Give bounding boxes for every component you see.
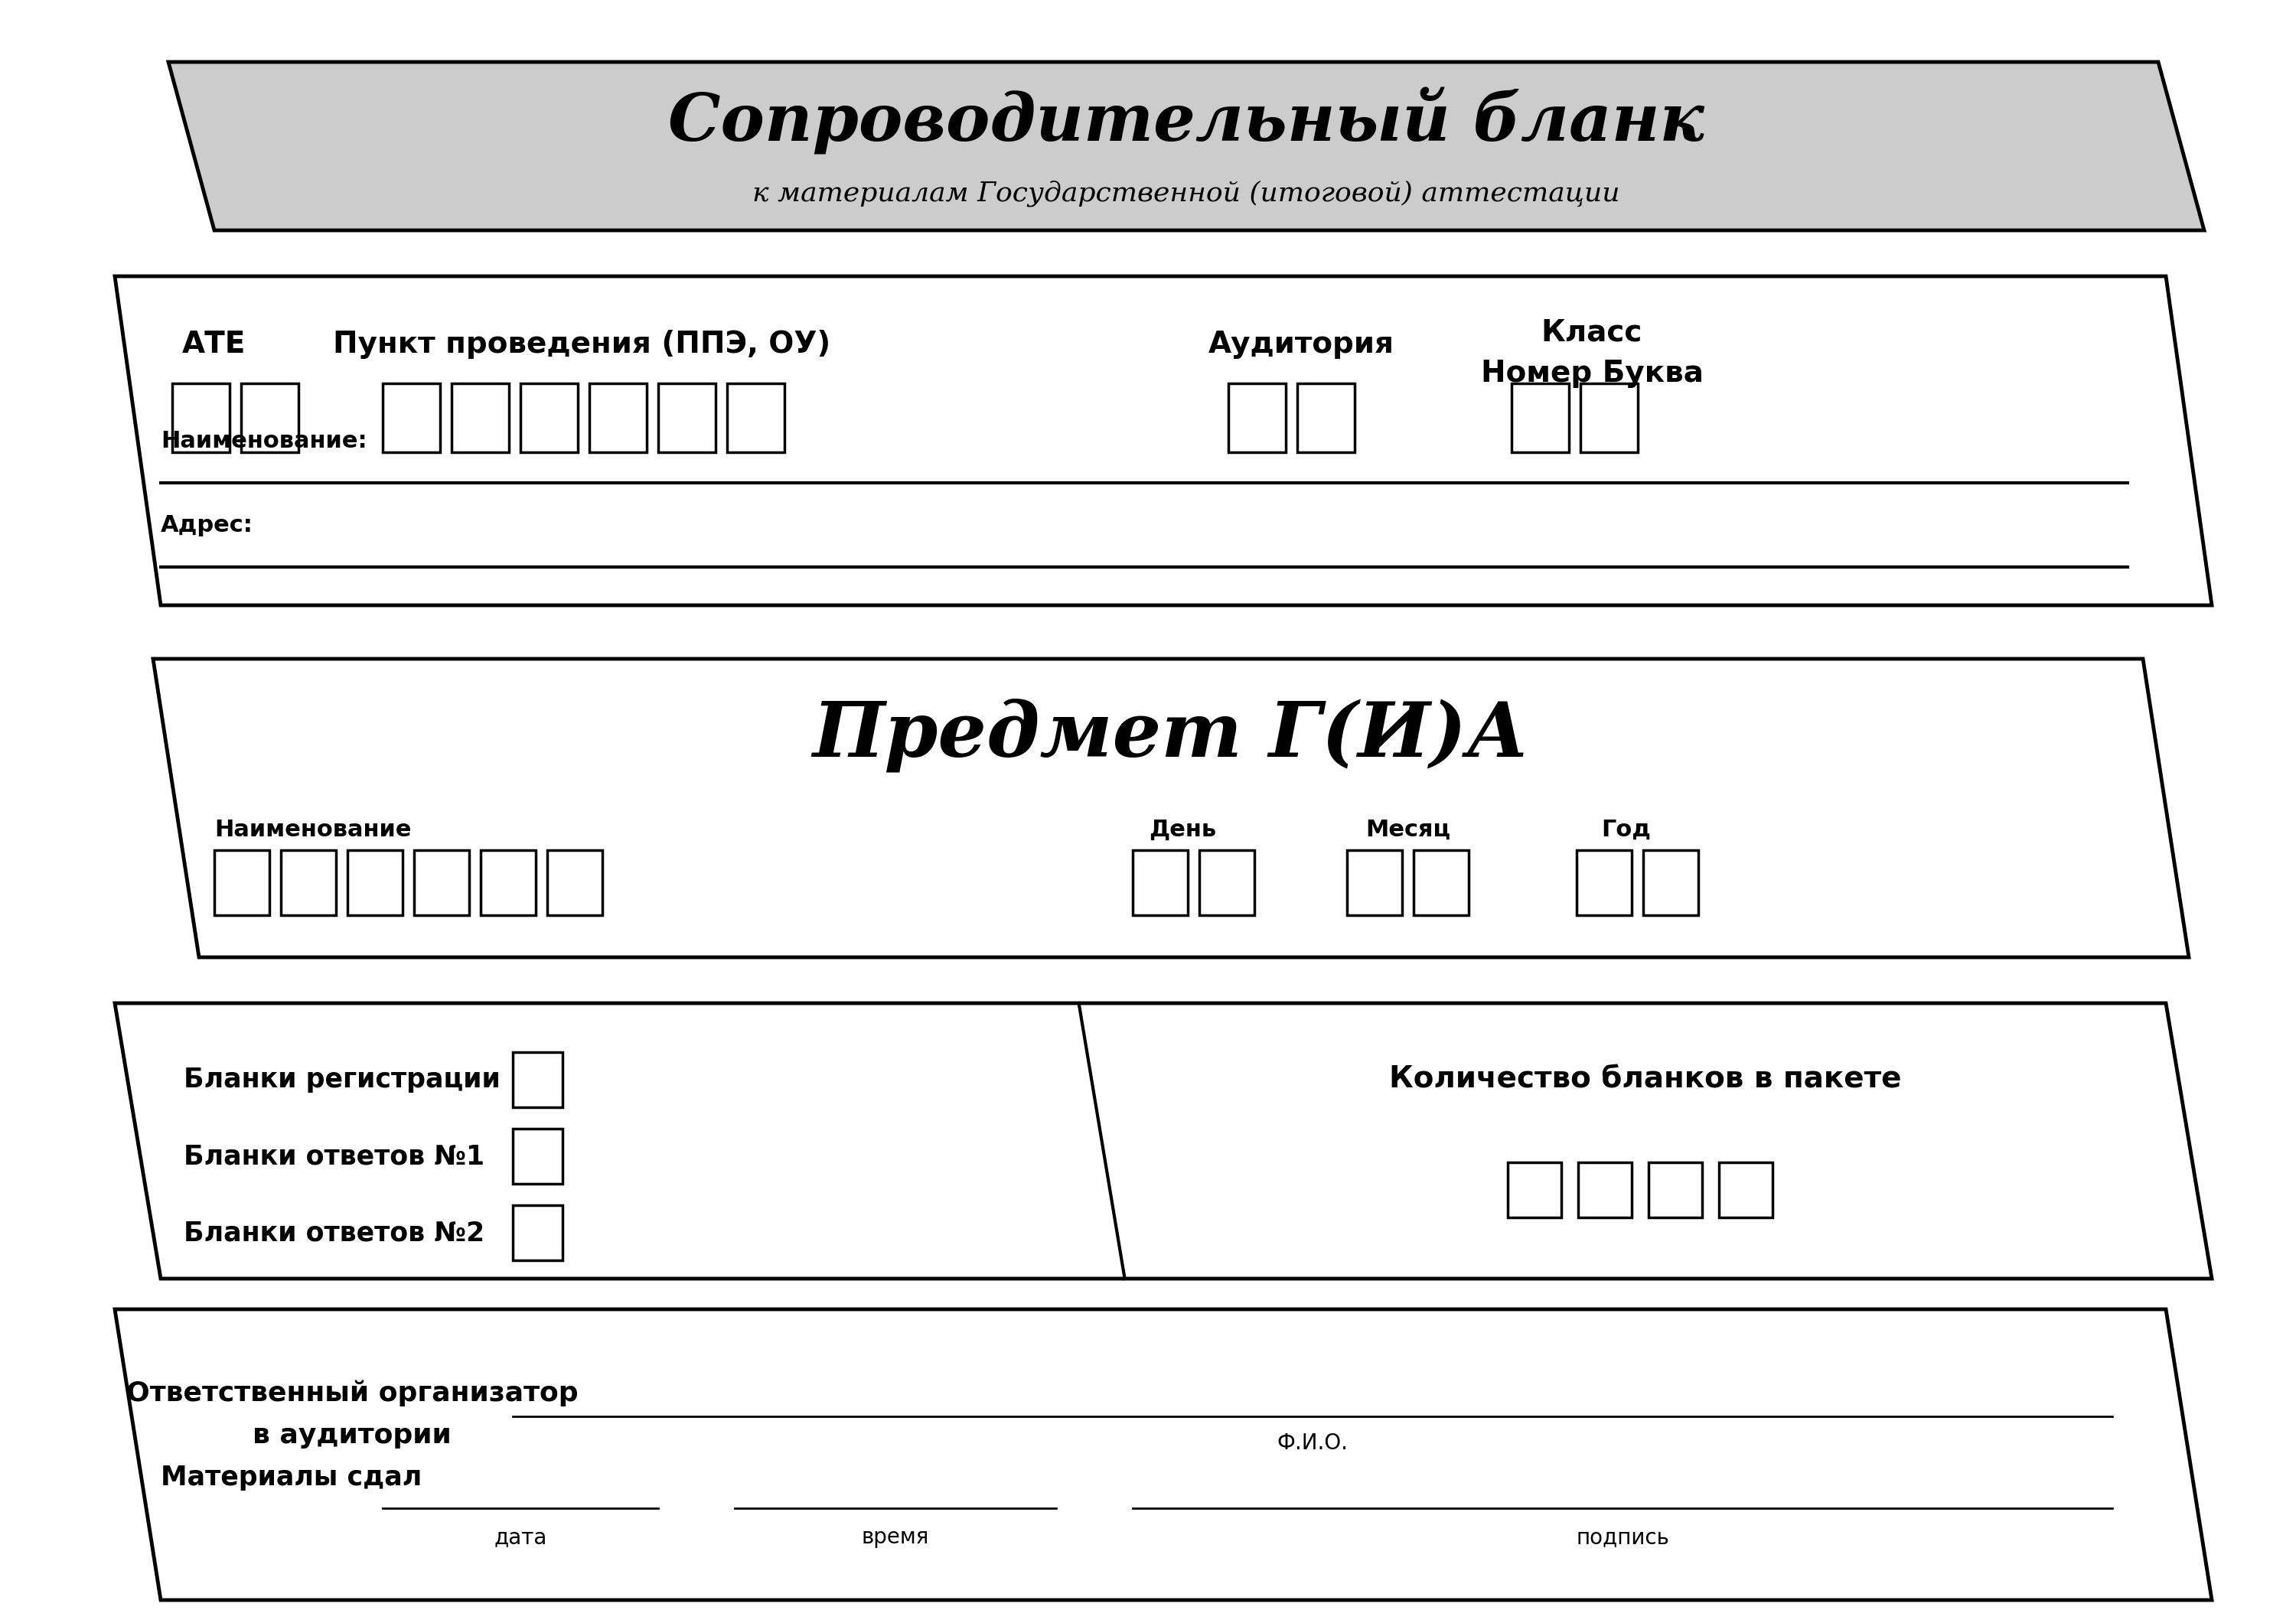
Bar [1649,1162,1701,1217]
Bar [1511,383,1568,453]
Bar [1580,383,1637,453]
Text: АТЕ: АТЕ [181,329,246,359]
Text: Предмет Г(И)А: Предмет Г(И)А [813,698,1529,773]
Text: День: День [1148,818,1217,841]
Bar [1199,850,1254,915]
Bar [452,383,510,453]
Bar [1644,850,1699,915]
Polygon shape [115,276,2211,605]
Bar [280,850,335,915]
Bar [1297,383,1355,453]
Bar [1414,850,1469,915]
Text: время: время [861,1527,930,1548]
Text: к материалам Государственной (итоговой) аттестации: к материалам Государственной (итоговой) … [753,180,1621,206]
Bar [1577,850,1632,915]
Text: Наименование: Наименование [214,818,411,841]
Text: в аудитории: в аудитории [253,1422,452,1449]
Bar [512,1052,563,1107]
Bar [214,850,269,915]
Text: Пункт проведения (ППЭ, ОУ): Пункт проведения (ППЭ, ОУ) [333,329,831,359]
Polygon shape [115,1003,2211,1279]
Bar [728,383,785,453]
Bar [512,1128,563,1183]
Text: Наименование:: Наименование: [161,430,367,453]
Text: Месяц: Месяц [1366,818,1451,841]
Bar [1720,1162,1773,1217]
Text: подпись: подпись [1575,1527,1669,1548]
Text: Год: Год [1603,818,1651,841]
Text: Количество бланков в пакете: Количество бланков в пакете [1389,1065,1901,1094]
Bar [1228,383,1286,453]
Bar [1508,1162,1561,1217]
Bar [413,850,468,915]
Text: Бланки ответов №1: Бланки ответов №1 [184,1143,484,1169]
Bar [383,383,441,453]
Text: дата: дата [494,1527,546,1548]
Text: Ф.И.О.: Ф.И.О. [1277,1433,1348,1454]
Polygon shape [168,62,2204,230]
Text: Номер Буква: Номер Буква [1481,359,1704,388]
Bar [546,850,602,915]
Bar [1348,850,1403,915]
Bar [590,383,647,453]
Bar [521,383,579,453]
Bar [347,850,402,915]
Bar [512,1206,563,1261]
Bar [1132,850,1187,915]
Bar [172,383,230,453]
Text: Адрес:: Адрес: [161,514,253,537]
Polygon shape [115,1310,2211,1600]
Text: Класс: Класс [1541,318,1642,347]
Bar [480,850,535,915]
Polygon shape [154,659,2188,958]
Text: Бланки ответов №2: Бланки ответов №2 [184,1220,484,1246]
Text: Ответственный организатор: Ответственный организатор [126,1380,579,1407]
Text: Сопроводительный бланк: Сопроводительный бланк [668,88,1704,154]
Text: Материалы сдал: Материалы сдал [161,1464,422,1490]
Bar [659,383,716,453]
Text: Бланки регистрации: Бланки регистрации [184,1066,501,1092]
Bar [1577,1162,1632,1217]
Bar [241,383,298,453]
Text: Аудитория: Аудитория [1208,329,1394,359]
